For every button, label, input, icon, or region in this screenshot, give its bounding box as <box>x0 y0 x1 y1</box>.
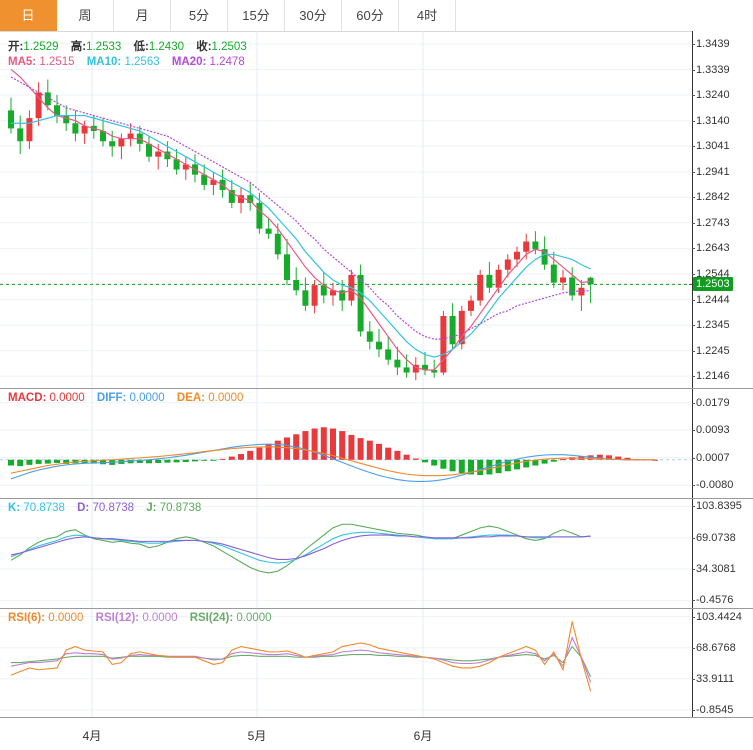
ma5-value: 1.2515 <box>39 56 75 68</box>
price-tick: 1.2345 <box>692 319 730 331</box>
ma5-label: MA5: <box>8 56 37 68</box>
tabbar-filler <box>456 0 753 31</box>
rsi-panel[interactable]: 103.4424 68.6768 33.9111 -0.8545 RSI(6): 0.… <box>0 609 753 718</box>
kdj-legend: K: 70.8738 D: 70.8738 J: 70.8738 <box>8 502 210 514</box>
axis-tick: 0.0179 <box>692 396 730 409</box>
kdj-plot-area[interactable] <box>0 499 692 608</box>
d-value: 70.8738 <box>92 502 135 514</box>
axis-tick: 68.6768 <box>692 641 736 654</box>
price-tick: 1.3339 <box>692 63 730 76</box>
d-label: D: <box>77 502 90 514</box>
price-tick: 1.2544 <box>692 267 730 280</box>
price-tick: 1.2643 <box>692 242 730 255</box>
macd-panel[interactable]: 0.0179 0.0093 0.0007 -0.0080 MACD: 0.0000 D… <box>0 389 753 499</box>
price-tick: 1.3041 <box>692 140 730 153</box>
price-tick: 1.2146 <box>692 370 730 383</box>
price-tick: 1.3140 <box>692 114 730 127</box>
axis-tick: -0.0080 <box>691 479 734 492</box>
close-value: 1.2503 <box>211 41 247 53</box>
price-chart-panel[interactable]: 1.3439 1.3339 1.3240 1.3140 1.3041 1.2941 1.28… <box>0 31 753 389</box>
date-axis: 4月 5月 6月 <box>0 718 692 750</box>
high-value: 1.2533 <box>86 41 122 53</box>
current-price-tag: 1.2503 <box>689 277 733 292</box>
kdj-svg <box>0 499 692 608</box>
date-tick: 6月 <box>413 729 433 743</box>
low-value: 1.2430 <box>148 41 184 53</box>
price-ma-legend: MA5: 1.2515 MA10: 1.2563 MA20: 1.2478 <box>8 56 254 68</box>
axis-tick: 69.0738 <box>692 531 736 544</box>
price-tick: 1.3240 <box>692 88 730 101</box>
ma20-label: MA20: <box>171 56 207 68</box>
rsi12-label: RSI(12): <box>95 612 140 624</box>
rsi12-value: 0.0000 <box>142 612 178 624</box>
macd-legend: MACD: 0.0000 DIFF: 0.0000 DEA: 0.0000 <box>8 392 252 404</box>
rsi6-value: 0.0000 <box>48 612 84 624</box>
open-label: 开: <box>8 41 24 53</box>
price-plot-area[interactable] <box>0 31 692 388</box>
macd-label: MACD: <box>8 392 47 404</box>
open-value: 1.2529 <box>23 41 59 53</box>
price-tick: 1.2444 <box>692 293 730 306</box>
macd-svg <box>0 389 692 498</box>
timeframe-tabbar[interactable]: 日 周 月 5分 15分 30分 60分 4时 <box>0 0 753 32</box>
close-label: 收: <box>196 41 212 53</box>
macd-plot-area[interactable] <box>0 389 692 498</box>
k-label: K: <box>8 502 21 514</box>
price-tick: 1.2842 <box>692 191 730 204</box>
axis-tick: 103.4424 <box>692 610 742 623</box>
j-label: J: <box>146 502 157 514</box>
rsi-legend: RSI(6): 0.0000 RSI(12): 0.0000 RSI(24): … <box>8 612 281 624</box>
tab-60min[interactable]: 60分 <box>342 0 399 31</box>
axis-tick: -0.4576 <box>691 594 734 607</box>
price-tick: 1.2941 <box>692 165 730 178</box>
axis-tick: 103.8395 <box>692 500 742 513</box>
rsi6-label: RSI(6): <box>8 612 46 624</box>
tab-day[interactable]: 日 <box>0 0 57 31</box>
ma20-value: 1.2478 <box>209 56 245 68</box>
diff-label: DIFF: <box>96 392 127 404</box>
price-axis: 1.3439 1.3339 1.3240 1.3140 1.3041 1.2941 1.28… <box>689 31 753 388</box>
k-value: 70.8738 <box>23 502 65 514</box>
tab-week[interactable]: 周 <box>57 0 114 31</box>
price-tick: 1.2245 <box>692 344 730 357</box>
macd-value: 0.0000 <box>49 392 85 404</box>
price-tick: 1.3439 <box>692 37 730 50</box>
ma10-label: MA10: <box>86 56 122 68</box>
dea-label: DEA: <box>176 392 206 404</box>
kdj-axis: 103.8395 69.0738 34.3081 -0.4576 <box>691 499 753 608</box>
dea-value: 0.0000 <box>208 392 244 404</box>
tab-15min[interactable]: 15分 <box>228 0 285 31</box>
price-tick: 1.2743 <box>692 216 730 229</box>
rsi24-label: RSI(24): <box>189 612 234 624</box>
rsi24-value: 0.0000 <box>236 612 272 624</box>
rsi-axis: 103.4424 68.6768 33.9111 -0.8545 <box>691 609 753 717</box>
date-tick: 5月 <box>247 729 267 743</box>
low-label: 低: <box>133 41 149 53</box>
axis-tick: 34.3081 <box>692 563 736 576</box>
date-axis-panel: 4月 5月 6月 <box>0 718 753 750</box>
tab-4hour[interactable]: 4时 <box>399 0 456 31</box>
rsi-plot-area[interactable] <box>0 609 692 717</box>
ma10-value: 1.2563 <box>124 56 160 68</box>
kdj-panel[interactable]: 103.8395 69.0738 34.3081 -0.4576 K: 70.8738… <box>0 499 753 609</box>
diff-value: 0.0000 <box>129 392 165 404</box>
tab-month[interactable]: 月 <box>114 0 171 31</box>
axis-tick: 0.0093 <box>692 424 730 437</box>
tab-5min[interactable]: 5分 <box>171 0 228 31</box>
price-candlestick-svg <box>0 31 692 388</box>
j-value: 70.8738 <box>159 502 202 514</box>
date-tick: 4月 <box>82 729 102 743</box>
macd-axis: 0.0179 0.0093 0.0007 -0.0080 <box>691 389 753 498</box>
axis-tick: 33.9111 <box>691 672 735 685</box>
axis-tick: 0.0007 <box>692 451 730 464</box>
price-ohlc-legend: 开:1.2529 高:1.2533 低:1.2430 收:1.2503 <box>8 38 256 54</box>
tab-30min[interactable]: 30分 <box>285 0 342 31</box>
axis-tick: -0.8545 <box>691 703 734 716</box>
high-label: 高: <box>70 41 87 53</box>
rsi-svg <box>0 609 692 717</box>
